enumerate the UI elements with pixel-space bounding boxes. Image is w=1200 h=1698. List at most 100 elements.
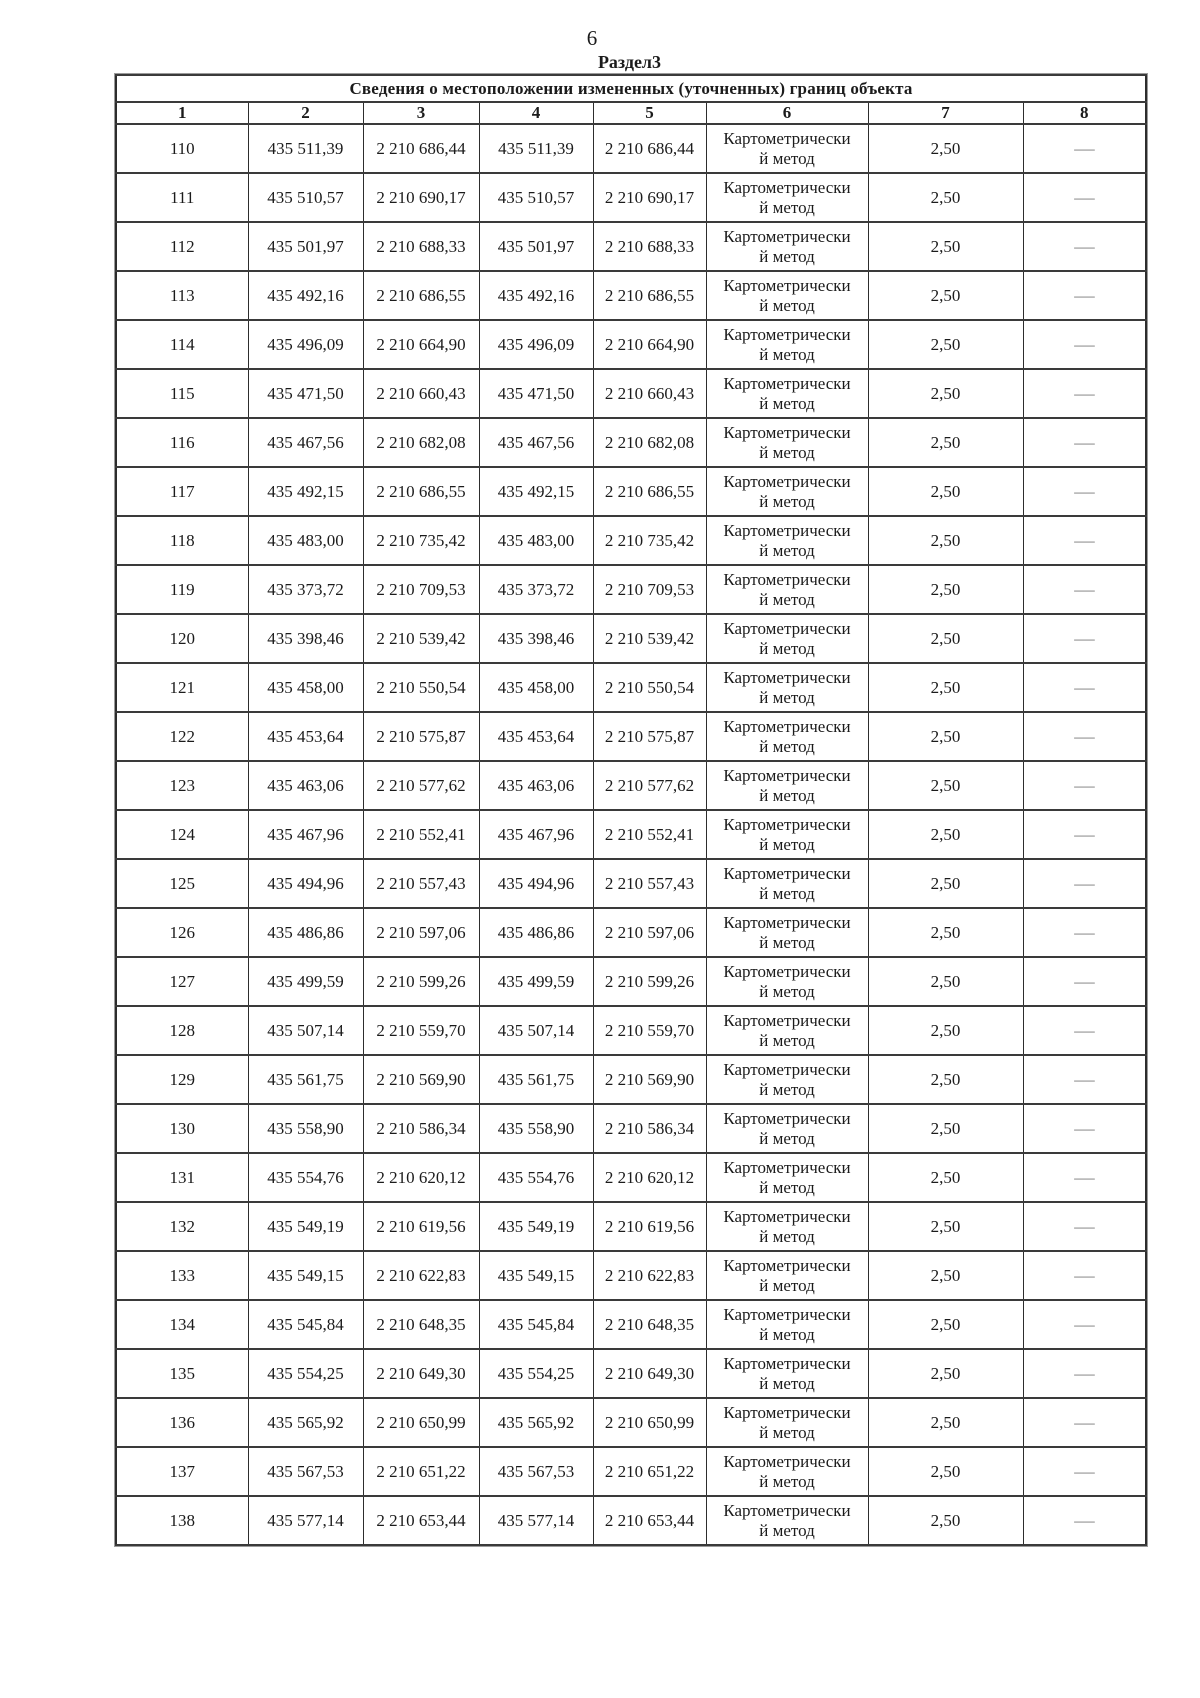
cell-method: Картометрически й метод	[705, 123, 869, 174]
cell-y-existing: 2 210 552,41	[362, 809, 480, 860]
cell-y-refined: 2 210 586,34	[592, 1103, 707, 1154]
cell-point-number: 123	[115, 760, 249, 811]
cell-no-data: —	[1022, 809, 1147, 860]
cell-x-refined: 435 565,92	[478, 1397, 594, 1448]
table-row: 137 435 567,53 2 210 651,22 435 567,53 2…	[115, 1446, 1147, 1497]
cell-x-refined: 435 554,76	[478, 1152, 594, 1203]
cell-y-refined: 2 210 619,56	[592, 1201, 707, 1252]
cell-x-refined: 435 398,46	[478, 613, 594, 664]
cell-no-data: —	[1022, 1397, 1147, 1448]
cell-no-data: —	[1022, 907, 1147, 958]
method-line-2: й метод	[759, 1226, 815, 1246]
method-line-2: й метод	[759, 1373, 815, 1393]
cell-no-data: —	[1022, 760, 1147, 811]
cell-y-refined: 2 210 620,12	[592, 1152, 707, 1203]
cell-y-existing: 2 210 650,99	[362, 1397, 480, 1448]
cell-precision: 2,50	[867, 417, 1024, 468]
cell-precision: 2,50	[867, 613, 1024, 664]
cell-no-data: —	[1022, 1348, 1147, 1399]
dash-glyph: —	[1074, 579, 1095, 599]
cell-x-refined: 435 511,39	[478, 123, 594, 174]
cell-x-refined: 435 545,84	[478, 1299, 594, 1350]
table-row: 130 435 558,90 2 210 586,34 435 558,90 2…	[115, 1103, 1147, 1154]
dash-glyph: —	[1074, 187, 1095, 207]
method-line-1: Картометрически	[723, 471, 851, 491]
cell-point-number: 134	[115, 1299, 249, 1350]
method-line-2: й метод	[759, 344, 815, 364]
cell-method: Картометрически й метод	[705, 1250, 869, 1301]
dash-glyph: —	[1074, 1167, 1095, 1187]
cell-point-number: 115	[115, 368, 249, 419]
cell-point-number: 137	[115, 1446, 249, 1497]
cell-no-data: —	[1022, 319, 1147, 370]
cell-no-data: —	[1022, 1152, 1147, 1203]
cell-point-number: 121	[115, 662, 249, 713]
cell-x-refined: 435 494,96	[478, 858, 594, 909]
dash-glyph: —	[1074, 138, 1095, 158]
column-number-2: 2	[247, 101, 364, 125]
table-row: 123 435 463,06 2 210 577,62 435 463,06 2…	[115, 760, 1147, 811]
cell-y-existing: 2 210 709,53	[362, 564, 480, 615]
cell-precision: 2,50	[867, 1103, 1024, 1154]
cell-method: Картометрически й метод	[705, 564, 869, 615]
cell-x-existing: 435 565,92	[247, 1397, 364, 1448]
cell-no-data: —	[1022, 1250, 1147, 1301]
cell-no-data: —	[1022, 1005, 1147, 1056]
cell-method: Картометрически й метод	[705, 368, 869, 419]
cell-method: Картометрически й метод	[705, 1397, 869, 1448]
cell-x-existing: 435 499,59	[247, 956, 364, 1007]
cell-precision: 2,50	[867, 1446, 1024, 1497]
table-row: 129 435 561,75 2 210 569,90 435 561,75 2…	[115, 1054, 1147, 1105]
method-line-2: й метод	[759, 540, 815, 560]
cell-precision: 2,50	[867, 760, 1024, 811]
cell-point-number: 127	[115, 956, 249, 1007]
cell-no-data: —	[1022, 270, 1147, 321]
cell-x-existing: 435 507,14	[247, 1005, 364, 1056]
method-line-1: Картометрически	[723, 1500, 851, 1520]
cell-no-data: —	[1022, 711, 1147, 762]
method-line-2: й метод	[759, 442, 815, 462]
cell-method: Картометрически й метод	[705, 319, 869, 370]
method-line-1: Картометрически	[723, 1206, 851, 1226]
cell-precision: 2,50	[867, 1152, 1024, 1203]
method-line-1: Картометрически	[723, 814, 851, 834]
dash-glyph: —	[1074, 1069, 1095, 1089]
table-row: 136 435 565,92 2 210 650,99 435 565,92 2…	[115, 1397, 1147, 1448]
method-line-2: й метод	[759, 393, 815, 413]
dash-glyph: —	[1074, 1118, 1095, 1138]
method-line-1: Картометрически	[723, 716, 851, 736]
cell-x-existing: 435 567,53	[247, 1446, 364, 1497]
cell-y-existing: 2 210 586,34	[362, 1103, 480, 1154]
cell-x-refined: 435 507,14	[478, 1005, 594, 1056]
dash-glyph: —	[1074, 726, 1095, 746]
cell-x-existing: 435 483,00	[247, 515, 364, 566]
dash-glyph: —	[1074, 775, 1095, 795]
cell-y-existing: 2 210 559,70	[362, 1005, 480, 1056]
cell-x-existing: 435 545,84	[247, 1299, 364, 1350]
method-line-2: й метод	[759, 589, 815, 609]
method-line-2: й метод	[759, 1177, 815, 1197]
method-line-2: й метод	[759, 1128, 815, 1148]
cell-method: Картометрически й метод	[705, 907, 869, 958]
table-row: 126 435 486,86 2 210 597,06 435 486,86 2…	[115, 907, 1147, 958]
cell-x-refined: 435 567,53	[478, 1446, 594, 1497]
cell-x-refined: 435 510,57	[478, 172, 594, 223]
column-number-8: 8	[1022, 101, 1147, 125]
method-line-1: Картометрически	[723, 128, 851, 148]
table-row: 131 435 554,76 2 210 620,12 435 554,76 2…	[115, 1152, 1147, 1203]
dash-glyph: —	[1074, 1265, 1095, 1285]
cell-method: Картометрически й метод	[705, 613, 869, 664]
method-line-2: й метод	[759, 981, 815, 1001]
cell-y-refined: 2 210 575,87	[592, 711, 707, 762]
cell-x-refined: 435 549,15	[478, 1250, 594, 1301]
cell-x-refined: 435 492,16	[478, 270, 594, 321]
method-line-1: Картометрически	[723, 1108, 851, 1128]
cell-x-existing: 435 453,64	[247, 711, 364, 762]
cell-precision: 2,50	[867, 1495, 1024, 1546]
method-line-1: Картометрически	[723, 1157, 851, 1177]
cell-point-number: 126	[115, 907, 249, 958]
cell-y-refined: 2 210 686,55	[592, 270, 707, 321]
cell-method: Картометрически й метод	[705, 711, 869, 762]
column-number-row: 1 2 3 4 5 6 7 8	[115, 101, 1147, 125]
